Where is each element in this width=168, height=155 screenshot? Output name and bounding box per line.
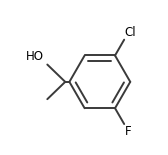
Text: HO: HO <box>26 50 44 63</box>
Text: F: F <box>125 125 131 138</box>
Text: Cl: Cl <box>125 26 136 39</box>
